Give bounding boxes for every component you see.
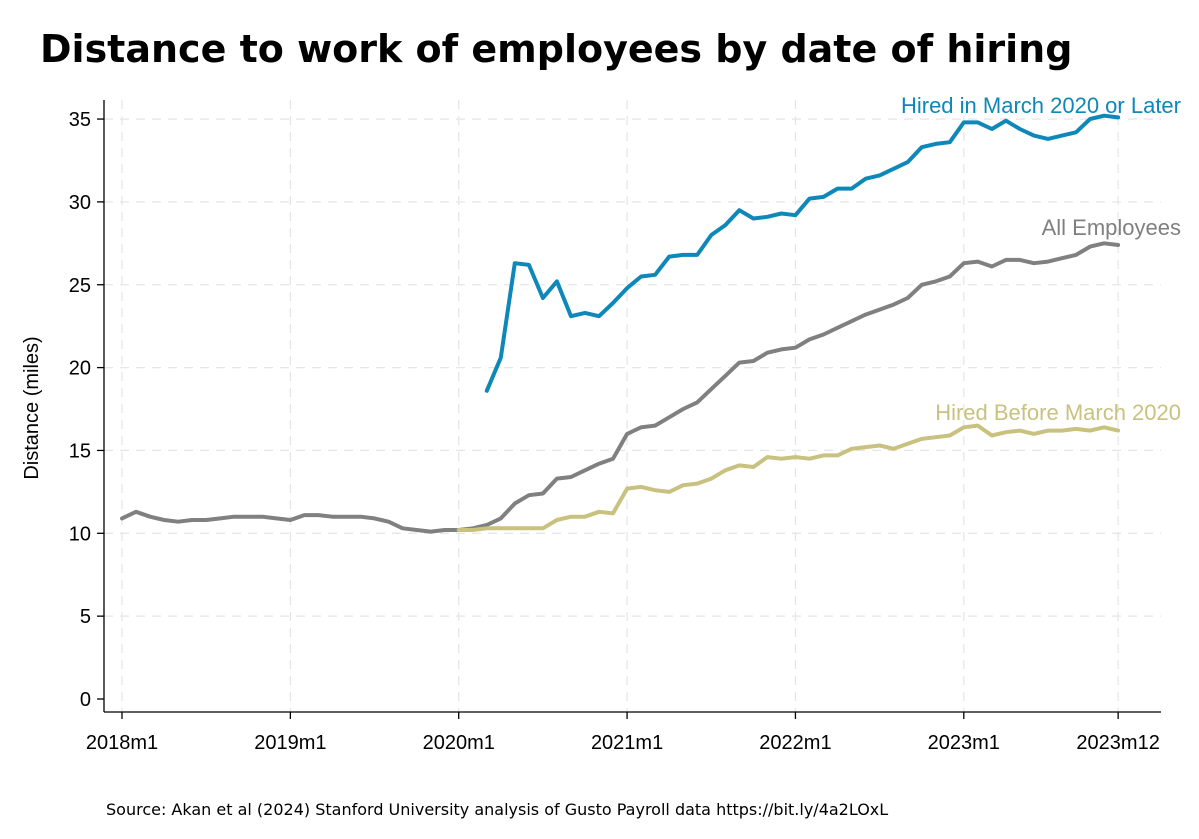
x-axis-ticks: 2018m1 2019m1 2020m1 2021m1 2022m1 2023m1 2023… [86,712,1160,754]
series-label-all-employees: All Employees [1042,215,1181,240]
y-tick-label: 15 [69,440,91,462]
x-tick-label: 2023m1 [928,732,1000,754]
series-line-all-employees [120,241,1121,534]
x-tick-label: 2023m12 [1076,732,1159,754]
series-label-hired-march-2020-or-later: Hired in March 2020 or Later [901,93,1181,118]
y-axis-ticks: 0 5 10 15 20 25 30 35 [69,109,104,711]
series-label-hired-before-march-2020: Hired Before March 2020 [935,400,1181,425]
chart-title: Distance to work of employees by date of… [40,27,1072,71]
y-tick-label: 20 [69,358,91,380]
x-tick-label: 2020m1 [423,732,495,754]
series-line-hired-before-march-2020 [456,423,1121,532]
horizontal-grid-lines [104,118,1161,617]
y-tick-label: 0 [80,689,91,711]
x-tick-label: 2018m1 [86,732,158,754]
y-tick-label: 25 [69,275,91,297]
series-line-hired-in-march-2020-or-later [484,113,1121,393]
x-tick-label: 2019m1 [254,732,326,754]
series-layer [120,113,1121,534]
x-tick-label: 2021m1 [591,732,663,754]
x-tick-label: 2022m1 [759,732,831,754]
source-note: Source: Akan et al (2024) Stanford Unive… [106,800,888,819]
y-axis-title: Distance (miles) [21,336,43,479]
y-tick-label: 30 [69,192,91,214]
y-tick-label: 35 [69,109,91,131]
y-tick-label: 10 [69,523,91,545]
y-tick-label: 5 [80,606,91,628]
